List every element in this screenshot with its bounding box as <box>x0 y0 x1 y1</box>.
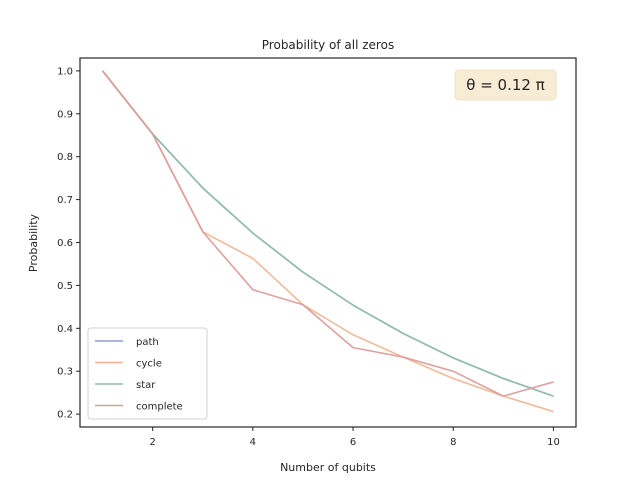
legend-frame <box>87 327 208 420</box>
x-axis-label: Number of qubits <box>280 461 376 474</box>
legend-label-cycle: cycle <box>136 359 162 370</box>
plot-frame <box>79 57 577 428</box>
series-line-star <box>101 70 554 397</box>
x-tick-label: 10 <box>547 437 560 448</box>
annotation-background <box>454 69 557 101</box>
y-tick-label: 0.2 <box>57 410 73 421</box>
y-tick-label: 0.8 <box>57 152 73 163</box>
y-tick-label: 0.3 <box>57 367 73 378</box>
x-axis-ticks: 2 4 6 8 10 <box>149 427 560 448</box>
y-axis-ticks: 0.2 0.3 0.4 0.5 0.6 0.7 0.8 0.9 1.0 <box>57 66 80 421</box>
series-lines <box>101 70 554 413</box>
annotation-text: θ = 0.12 π <box>466 76 544 94</box>
y-axis-label: Probability <box>27 213 40 272</box>
chart-title: Probability of all zeros <box>262 38 394 52</box>
legend-label-path: path <box>136 337 159 348</box>
y-tick-label: 0.4 <box>57 324 73 335</box>
legend: path cycle star complete <box>87 327 208 420</box>
annotation-box: θ = 0.12 π <box>454 69 557 101</box>
legend-label-star: star <box>136 380 156 391</box>
x-tick-label: 6 <box>350 437 356 448</box>
x-tick-label: 8 <box>450 437 456 448</box>
legend-label-complete: complete <box>136 402 183 413</box>
y-tick-label: 0.7 <box>57 195 73 206</box>
x-tick-label: 2 <box>149 437 155 448</box>
y-tick-label: 1.0 <box>57 66 73 77</box>
y-tick-label: 0.5 <box>57 281 73 292</box>
series-line-complete <box>101 70 554 397</box>
y-tick-label: 0.6 <box>57 238 73 249</box>
x-tick-label: 4 <box>250 437 256 448</box>
y-tick-label: 0.9 <box>57 109 73 120</box>
